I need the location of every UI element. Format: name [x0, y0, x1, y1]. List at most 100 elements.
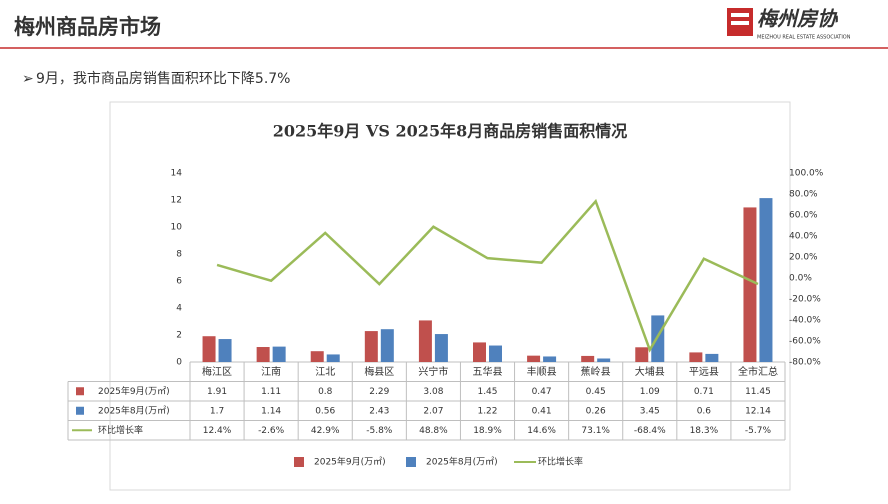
table-series-label: 环比增长率 [98, 424, 143, 436]
legend-label: 2025年9月(万㎡) [314, 456, 386, 468]
y-tick-label: 6 [176, 277, 182, 287]
bar [418, 320, 432, 362]
table-legend-key [76, 406, 84, 415]
table-value: 3.08 [423, 387, 443, 397]
bar [543, 356, 557, 362]
table-series-label: 2025年9月(万㎡) [98, 385, 170, 397]
legend-key [406, 457, 416, 467]
logo-icon-detail [731, 13, 749, 17]
table-value: 0.47 [532, 387, 552, 397]
y2-tick-label: -40.0% [789, 316, 821, 326]
table-value: 18.9% [473, 426, 502, 436]
table-value: 0.45 [586, 387, 606, 397]
bar [310, 351, 324, 362]
table-value: 0.6 [697, 406, 712, 416]
x-tick-label: 兴宁市 [418, 365, 448, 378]
bar [380, 329, 394, 362]
bar [434, 334, 448, 362]
y-tick-label: 2 [176, 331, 182, 341]
y-tick-label: 0 [176, 358, 182, 368]
x-tick-label: 大埔县 [635, 365, 665, 378]
x-tick-label: 丰顺县 [527, 365, 557, 378]
chart-title: 2025年9月 VS 2025年8月商品房销售面积情况 [273, 122, 627, 141]
x-tick-label: 五华县 [473, 365, 503, 378]
y2-tick-label: 0.0% [789, 274, 812, 284]
bar [202, 336, 216, 362]
legend-label: 环比增长率 [538, 456, 583, 468]
table-value: 73.1% [581, 426, 610, 436]
table-legend-key [76, 387, 84, 396]
table-value: 12.4% [203, 426, 232, 436]
table-value: 12.14 [745, 406, 771, 416]
bar [489, 345, 502, 362]
x-tick-label: 江北 [315, 366, 335, 378]
bar [473, 342, 486, 362]
bar [527, 355, 541, 362]
table-value: 0.41 [532, 406, 552, 416]
legend-label: 2025年8月(万㎡) [426, 456, 498, 468]
legend-key [294, 457, 304, 467]
bar [256, 347, 270, 362]
y2-tick-label: -80.0% [789, 358, 821, 368]
y-tick-label: 10 [171, 223, 183, 233]
bar [705, 353, 719, 362]
table-value: 2.43 [369, 406, 389, 416]
table-value: 1.14 [261, 406, 281, 416]
logo-subtitle: MEIZHOU REAL ESTATE ASSOCIATION [757, 35, 851, 41]
x-tick-label: 全市汇总 [738, 365, 778, 378]
table-value: 14.6% [527, 426, 556, 436]
table-series-label: 2025年8月(万㎡) [98, 404, 170, 416]
logo-name: 梅州房协 [757, 7, 838, 31]
table-value: 1.7 [210, 406, 224, 416]
x-tick-label: 平远县 [689, 366, 719, 378]
table-value: 1.91 [207, 387, 227, 397]
y2-tick-label: 100.0% [789, 169, 824, 179]
y-tick-label: 12 [171, 196, 182, 206]
bar [218, 339, 232, 362]
table-value: 2.29 [369, 387, 389, 397]
bar [689, 352, 703, 362]
table-value: 1.45 [477, 387, 497, 397]
table-value: 3.45 [640, 406, 660, 416]
y2-tick-label: 40.0% [789, 232, 818, 242]
table-value: 0.71 [694, 387, 714, 397]
x-tick-label: 梅县区 [364, 365, 394, 378]
y2-tick-label: -60.0% [789, 337, 821, 347]
bar [597, 358, 611, 362]
x-tick-label: 梅江区 [202, 365, 232, 378]
table-value: -5.7% [745, 426, 772, 436]
y2-tick-label: 80.0% [789, 190, 818, 200]
bar [326, 354, 340, 362]
y-tick-label: 8 [176, 250, 182, 260]
bar [581, 355, 595, 362]
table-value: 1.09 [640, 387, 660, 397]
bullet-text: 9月，我市商品房销售面积环比下降5.7% [36, 70, 290, 87]
table-value: -68.4% [634, 426, 666, 436]
table-value: 2.07 [423, 406, 443, 416]
table-value: 0.26 [586, 406, 606, 416]
bar [743, 207, 757, 362]
line [216, 198, 759, 353]
table-value: 0.56 [315, 406, 335, 416]
table-value: 18.3% [690, 426, 719, 436]
bar [635, 347, 649, 362]
bar [364, 331, 378, 362]
y-tick-label: 4 [176, 304, 182, 314]
y2-tick-label: 20.0% [789, 253, 818, 263]
x-tick-label: 江南 [261, 365, 281, 378]
table-value: 1.11 [261, 387, 281, 397]
y2-tick-label: -20.0% [789, 295, 821, 305]
logo-icon-detail [731, 21, 749, 25]
y-tick-label: 14 [171, 169, 183, 179]
bullet-marker: ➢ [22, 71, 34, 87]
bar [759, 198, 773, 362]
y2-tick-label: 60.0% [789, 211, 818, 221]
x-tick-label: 蕉岭县 [581, 365, 611, 378]
table-value: 1.22 [477, 406, 497, 416]
table-value: -2.6% [258, 426, 285, 436]
table-value: 48.8% [419, 426, 448, 436]
table-value: 0.8 [318, 387, 333, 397]
table-value: 11.45 [745, 387, 771, 397]
